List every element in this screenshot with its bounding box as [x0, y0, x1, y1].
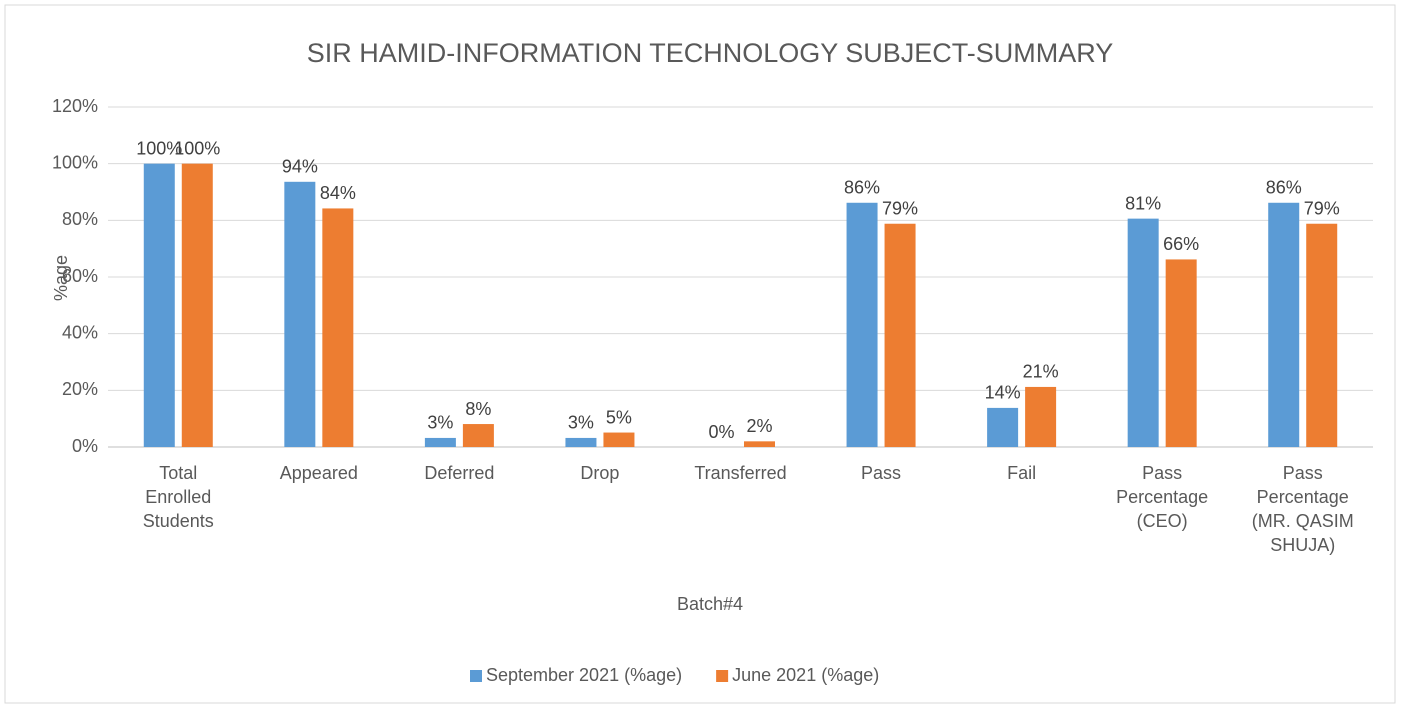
bar	[284, 181, 316, 448]
x-axis-title: Batch#4	[677, 594, 743, 614]
bar	[987, 407, 1019, 447]
y-tick-label: 0%	[72, 436, 98, 456]
y-tick-label: 120%	[52, 96, 98, 116]
data-label: 66%	[1163, 234, 1199, 254]
data-label: 79%	[882, 198, 918, 218]
chart-border	[4, 4, 1396, 704]
data-label: 3%	[427, 413, 453, 433]
data-label: 100%	[136, 138, 182, 158]
bar	[846, 202, 878, 447]
x-tick-label: Pass Percentage (CEO)	[1116, 463, 1209, 531]
bar	[1268, 202, 1300, 447]
x-tick-label: Pass	[861, 463, 902, 483]
x-tick-label: Pass Percentage (MR. QASIM SHUJA)	[1251, 463, 1354, 555]
data-label: 8%	[465, 399, 491, 419]
y-tick-label: 60%	[62, 266, 98, 286]
data-label: 100%	[174, 138, 220, 158]
data-label: 3%	[568, 413, 594, 433]
bar	[884, 223, 916, 447]
bar	[565, 437, 597, 447]
y-tick-label: 40%	[62, 322, 98, 342]
x-tick-label: Transferred	[694, 463, 787, 483]
legend-label: June 2021 (%age)	[732, 665, 879, 685]
bar	[1025, 386, 1057, 447]
data-label: 14%	[985, 383, 1021, 403]
x-tick-label: Total Enrolled Students	[142, 463, 214, 531]
bar	[181, 163, 213, 447]
bar	[1306, 223, 1338, 447]
data-label: 79%	[1304, 198, 1340, 218]
bar	[744, 441, 775, 447]
x-tick-label: Drop	[580, 463, 620, 483]
y-tick-label: 100%	[52, 152, 98, 172]
y-axis-title: %age	[51, 255, 71, 301]
x-tick-label: Deferred	[424, 463, 495, 483]
bar	[424, 437, 456, 447]
data-label: 21%	[1023, 362, 1059, 382]
data-label: 86%	[844, 178, 880, 198]
bar	[1127, 218, 1159, 447]
data-label: 5%	[606, 407, 632, 427]
bar	[143, 163, 175, 447]
legend-swatch	[716, 670, 729, 682]
chart-title: SIR HAMID-INFORMATION TECHNOLOGY SUBJECT…	[307, 38, 1114, 68]
x-tick-label: Fail	[1007, 463, 1037, 483]
bar	[1165, 259, 1197, 447]
data-label: 84%	[320, 183, 356, 203]
bar	[462, 424, 494, 447]
data-label: 81%	[1125, 193, 1161, 213]
data-label: 86%	[1266, 178, 1302, 198]
legend-swatch	[470, 670, 482, 682]
x-tick-label: Appeared	[279, 463, 358, 483]
bar	[603, 432, 635, 447]
y-tick-label: 80%	[62, 209, 98, 229]
y-tick-label: 20%	[62, 379, 98, 399]
bar	[322, 208, 354, 447]
data-label: 2%	[746, 416, 772, 436]
data-label: 0%	[708, 422, 734, 442]
data-label: 94%	[282, 157, 318, 177]
legend-label: September 2021 (%age)	[486, 665, 682, 685]
